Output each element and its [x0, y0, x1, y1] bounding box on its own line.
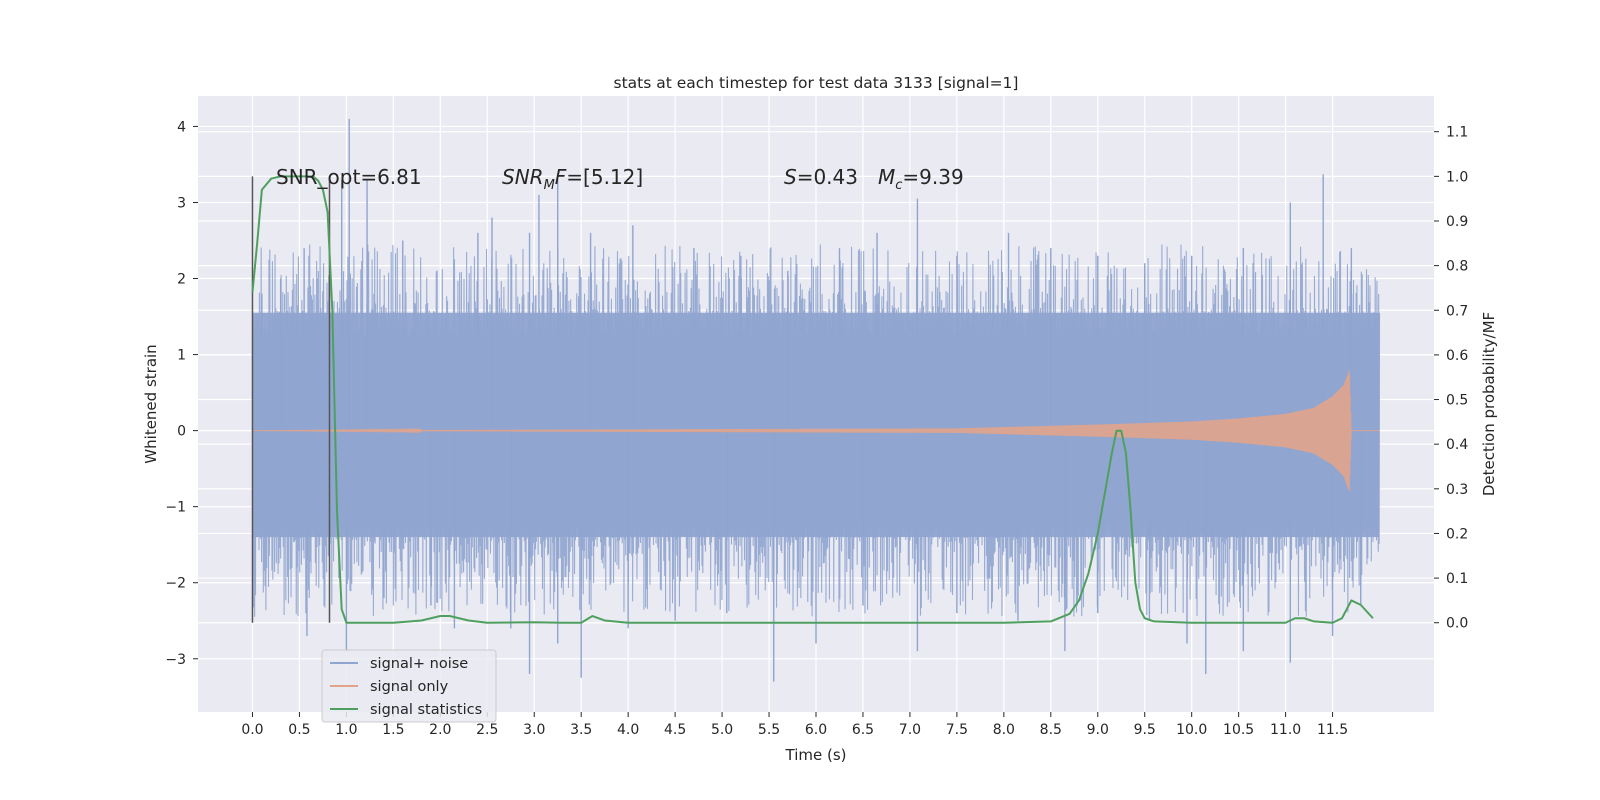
- y-right-tick-label: 0.8: [1446, 259, 1468, 275]
- annotation-mc: Mc=9.39: [878, 165, 964, 193]
- x-tick-label: 11.0: [1270, 722, 1301, 738]
- annotation-s: S=0.43: [784, 165, 858, 189]
- y-left-tick-label: −1: [165, 500, 186, 516]
- y-left-tick-label: 1: [177, 348, 186, 364]
- x-axis-ticks: 0.0 0.5 1.0 1.5 2.0 2.5 3.0 3.5 4.0 4.5 5.0 5.5 6.0 6…: [241, 712, 1348, 738]
- noise-trace: [251, 244, 1381, 617]
- x-tick-label: 10.5: [1223, 722, 1254, 738]
- x-tick-label: 7.0: [899, 722, 921, 738]
- x-axis-label: Time (s): [785, 746, 847, 764]
- x-tick-label: 6.0: [805, 722, 827, 738]
- y-axis-right-ticks: 1.1 1.0 0.9 0.8 0.7 0.6 0.5 0.4 0.3 0.2 0.1 0.0: [1434, 125, 1468, 632]
- x-tick-label: 0.5: [288, 722, 310, 738]
- y-axis-left-ticks: 4 3 2 1 0 −1 −2 −3: [165, 119, 198, 668]
- x-tick-label: 4.5: [664, 722, 686, 738]
- x-tick-label: 1.5: [382, 722, 404, 738]
- x-tick-label: 7.5: [946, 722, 968, 738]
- x-tick-label: 5.5: [758, 722, 780, 738]
- y-axis-right-label: Detection probability/MF: [1480, 312, 1498, 496]
- y-right-tick-label: 0.9: [1446, 214, 1468, 230]
- x-tick-label: 9.5: [1134, 722, 1156, 738]
- y-right-tick-label: 1.0: [1446, 169, 1468, 185]
- x-tick-label: 8.0: [993, 722, 1015, 738]
- annotation-snr-opt: SNR_opt=6.81: [276, 165, 422, 189]
- y-right-tick-label: 0.0: [1446, 616, 1468, 632]
- y-left-tick-label: 4: [177, 119, 186, 135]
- x-tick-label: 4.0: [617, 722, 639, 738]
- signal-statistics-series: [251, 175, 1374, 624]
- y-right-tick-label: 0.4: [1446, 437, 1468, 453]
- signal-statistics-line: [251, 175, 1374, 624]
- x-tick-label: 10.0: [1176, 722, 1207, 738]
- legend: signal+ noise signal only signal statist…: [321, 649, 497, 723]
- x-tick-label: 11.5: [1317, 722, 1348, 738]
- legend-box: [321, 649, 497, 723]
- y-left-tick-label: 3: [177, 195, 186, 211]
- y-left-tick-label: 0: [177, 424, 186, 440]
- y-right-tick-label: 0.7: [1446, 303, 1468, 319]
- y-left-tick-label: 2: [177, 272, 186, 288]
- x-tick-label: 3.5: [570, 722, 592, 738]
- x-tick-label: 2.5: [476, 722, 498, 738]
- x-tick-label: 0.0: [241, 722, 263, 738]
- y-axis-left-label: Whitened strain: [142, 344, 160, 463]
- y-right-tick-label: 0.6: [1446, 348, 1468, 364]
- y-left-tick-label: −3: [165, 652, 186, 668]
- y-right-tick-label: 0.2: [1446, 526, 1468, 542]
- x-tick-label: 6.5: [852, 722, 874, 738]
- x-tick-label: 5.0: [711, 722, 733, 738]
- signal-only-series: [252, 370, 1380, 492]
- signal-only-trace: [252, 370, 1380, 492]
- y-right-tick-label: 0.5: [1446, 393, 1468, 409]
- chart-title: stats at each timestep for test data 313…: [614, 74, 1019, 92]
- y-right-tick-label: 0.1: [1446, 571, 1468, 587]
- y-right-tick-label: 0.3: [1446, 482, 1468, 498]
- x-tick-label: 3.0: [523, 722, 545, 738]
- y-right-tick-label: 1.1: [1446, 125, 1468, 141]
- annotation-snr-mf: SNRMF=[5.12]: [502, 165, 643, 193]
- y-left-tick-label: −2: [165, 576, 186, 592]
- x-tick-label: 9.0: [1087, 722, 1109, 738]
- x-tick-label: 2.0: [429, 722, 451, 738]
- legend-label-noise: signal+ noise: [370, 656, 468, 672]
- legend-label-stats: signal statistics: [370, 702, 482, 718]
- x-tick-label: 1.0: [335, 722, 357, 738]
- x-tick-label: 8.5: [1040, 722, 1062, 738]
- legend-label-signal: signal only: [370, 679, 449, 695]
